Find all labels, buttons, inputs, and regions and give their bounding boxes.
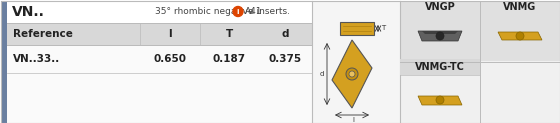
Bar: [7, 45, 312, 73]
Bar: [400, 0, 480, 62]
Text: 35° rhombic negative inserts.: 35° rhombic negative inserts.: [155, 7, 290, 16]
Circle shape: [436, 32, 444, 40]
Text: A41: A41: [245, 7, 263, 16]
Circle shape: [516, 32, 524, 40]
Text: VNMG-TC: VNMG-TC: [415, 62, 465, 71]
Text: d: d: [281, 29, 289, 39]
Circle shape: [346, 68, 358, 80]
Bar: [7, 23, 312, 45]
Text: i: i: [237, 8, 239, 15]
Polygon shape: [418, 96, 462, 105]
Text: VNGP: VNGP: [424, 2, 455, 12]
Polygon shape: [498, 32, 542, 40]
Text: d: d: [320, 71, 324, 77]
Text: VN..33..: VN..33..: [12, 54, 60, 64]
Circle shape: [349, 71, 355, 77]
Polygon shape: [418, 31, 462, 41]
Bar: [312, 0, 400, 123]
Text: Reference: Reference: [12, 29, 72, 39]
Text: 0.375: 0.375: [268, 54, 302, 64]
Text: 0.187: 0.187: [212, 54, 246, 64]
Bar: [480, 61, 560, 123]
Bar: [340, 22, 374, 35]
Text: VN..: VN..: [12, 5, 45, 18]
Bar: [400, 61, 480, 123]
Text: VNMG: VNMG: [503, 2, 536, 12]
Bar: [1, 0, 7, 123]
Text: 0.650: 0.650: [153, 54, 186, 64]
Text: T: T: [225, 29, 232, 39]
Bar: [7, 72, 312, 123]
Text: l: l: [352, 117, 354, 123]
Circle shape: [233, 7, 243, 16]
Bar: [400, 59, 480, 75]
Polygon shape: [332, 40, 372, 108]
Circle shape: [436, 96, 444, 104]
Text: T: T: [381, 25, 385, 31]
Bar: [480, 0, 560, 62]
Text: l: l: [168, 29, 172, 39]
Polygon shape: [422, 31, 458, 34]
